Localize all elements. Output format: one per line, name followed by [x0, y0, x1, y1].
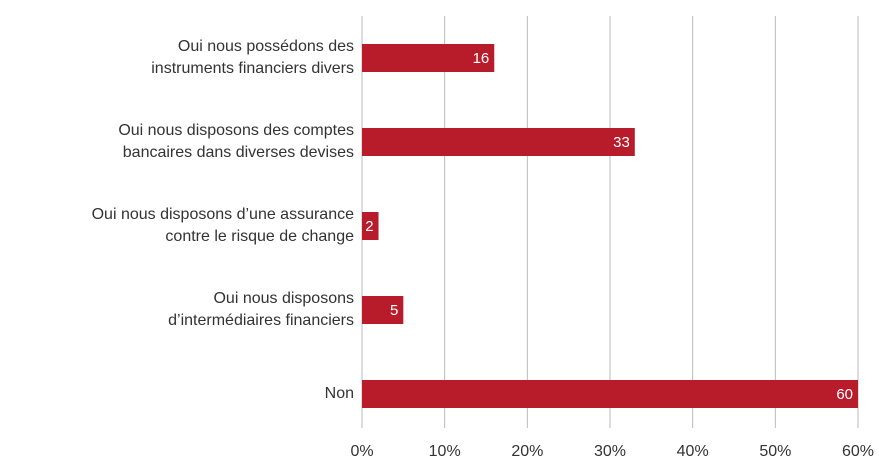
value-label: 5: [390, 302, 398, 319]
x-tick-label: 50%: [759, 443, 791, 460]
bar: [362, 128, 635, 156]
y-tick-label: Oui nous disposons des comptes bancaires …: [118, 122, 354, 161]
x-tick-label: 20%: [511, 443, 543, 460]
bar: [362, 380, 858, 408]
y-tick-label: Oui nous disposons d’intermédiaires finan…: [168, 290, 354, 329]
bar: [362, 44, 495, 72]
y-tick-label: Non: [325, 385, 354, 402]
bar: [362, 212, 379, 240]
x-tick-label: 40%: [677, 443, 709, 460]
value-label: 16: [473, 50, 490, 67]
y-tick-label: Oui nous possédons des instruments financ…: [151, 38, 354, 77]
x-tick-label: 0%: [350, 443, 373, 460]
y-tick-label: Oui nous disposons d’une assurance contre…: [92, 206, 354, 245]
x-tick-label: 10%: [429, 443, 461, 460]
value-label: 60: [836, 386, 853, 403]
bar: [362, 296, 404, 324]
x-tick-label: 60%: [842, 443, 874, 460]
value-label: 33: [613, 134, 630, 151]
value-label: 2: [365, 218, 373, 235]
x-tick-label: 30%: [594, 443, 626, 460]
